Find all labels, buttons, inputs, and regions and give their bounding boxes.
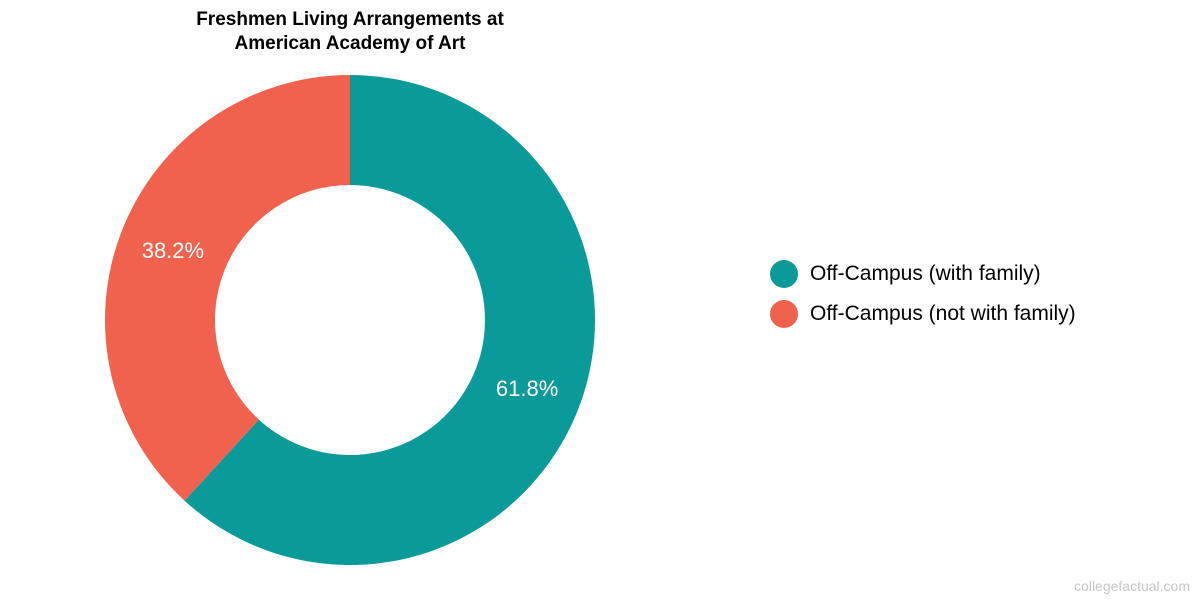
donut-slice-1 [105,75,350,501]
chart-title-line1: Freshmen Living Arrangements at [0,8,700,32]
chart-title: Freshmen Living Arrangements at American… [0,8,700,56]
donut-chart: 61.8% 38.2% [100,70,600,570]
chart-title-line2: American Academy of Art [0,32,700,56]
legend-label-1: Off-Campus (not with family) [810,302,1076,326]
donut-svg [100,70,600,570]
legend: Off-Campus (with family) Off-Campus (not … [770,260,1076,328]
legend-swatch-0 [770,260,798,288]
legend-item-1: Off-Campus (not with family) [770,300,1076,328]
watermark: collegefactual.com [1074,578,1190,594]
legend-label-0: Off-Campus (with family) [810,262,1041,286]
chart-container: Freshmen Living Arrangements at American… [0,0,1200,600]
legend-item-0: Off-Campus (with family) [770,260,1076,288]
slice-label-0: 61.8% [496,376,558,402]
legend-swatch-1 [770,300,798,328]
slice-label-1: 38.2% [142,238,204,264]
